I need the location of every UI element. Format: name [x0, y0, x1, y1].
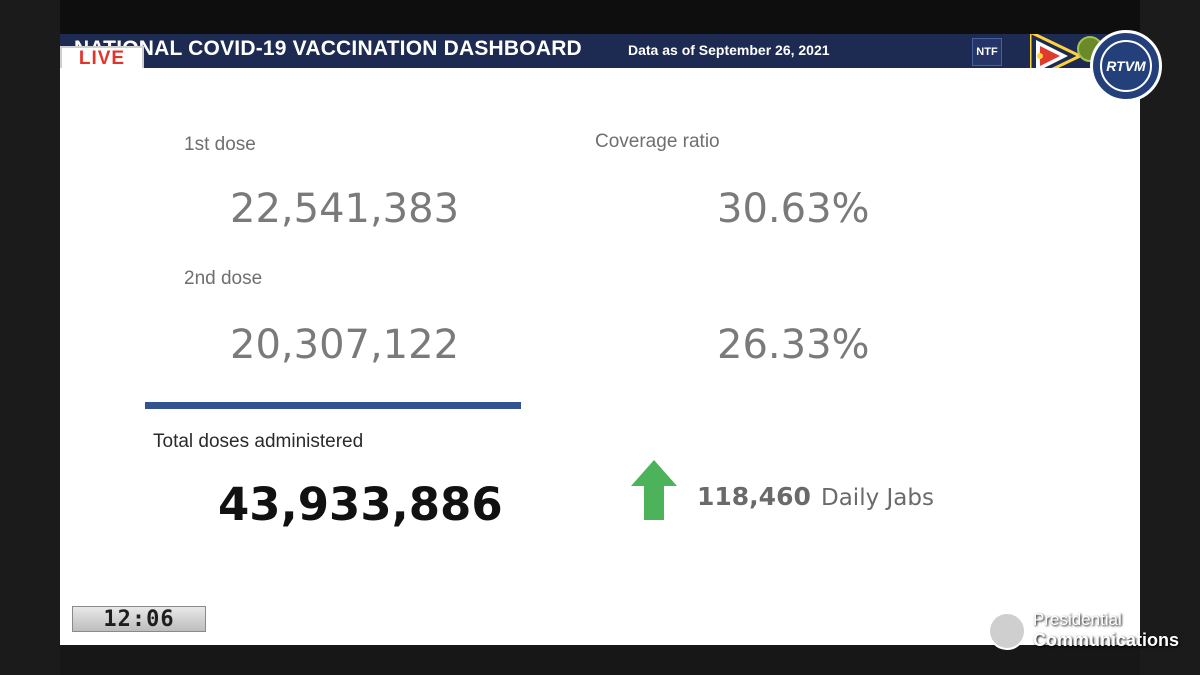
second-dose-coverage: 26.33% — [717, 322, 870, 368]
rtvm-logo-text: RTVM — [1100, 40, 1152, 92]
daily-jabs-value: 118,460 — [697, 482, 811, 511]
pcoo-seal-icon — [988, 612, 1026, 650]
data-date: Data as of September 26, 2021 — [628, 42, 830, 58]
coverage-ratio-label: Coverage ratio — [595, 131, 720, 152]
up-arrow-icon — [631, 460, 677, 520]
footer-communications: Communications — [1033, 630, 1180, 650]
first-dose-label: 1st dose — [184, 134, 256, 155]
bottom-letterbox — [60, 645, 1140, 675]
dashboard-panel: 1st dose 22,541,383 Coverage ratio 30.63… — [60, 68, 1140, 645]
divider-line — [145, 402, 521, 409]
broadcast-clock: 12:06 — [72, 606, 206, 632]
total-doses-value: 43,933,886 — [218, 478, 503, 531]
second-dose-label: 2nd dose — [184, 268, 263, 289]
first-dose-value: 22,541,383 — [230, 186, 460, 232]
dashboard-header: NATIONAL COVID-19 VACCINATION DASHBOARD … — [60, 34, 1140, 82]
clock-time: 12:06 — [103, 606, 175, 632]
daily-jabs-label: Daily Jabs — [821, 485, 934, 511]
left-letterbox — [0, 0, 60, 675]
footer-presidential: Presidential — [1033, 610, 1122, 629]
dashboard-title: NATIONAL COVID-19 VACCINATION DASHBOARD — [74, 37, 582, 60]
ntf-logo-icon: NTF — [972, 38, 1002, 66]
right-letterbox — [1140, 0, 1200, 675]
rtvm-logo-icon: RTVM — [1090, 30, 1162, 102]
first-dose-coverage: 30.63% — [717, 186, 870, 232]
second-dose-value: 20,307,122 — [230, 322, 460, 368]
live-label: LIVE — [78, 48, 126, 69]
top-letterbox — [60, 0, 1140, 34]
total-doses-label: Total doses administered — [153, 431, 364, 452]
